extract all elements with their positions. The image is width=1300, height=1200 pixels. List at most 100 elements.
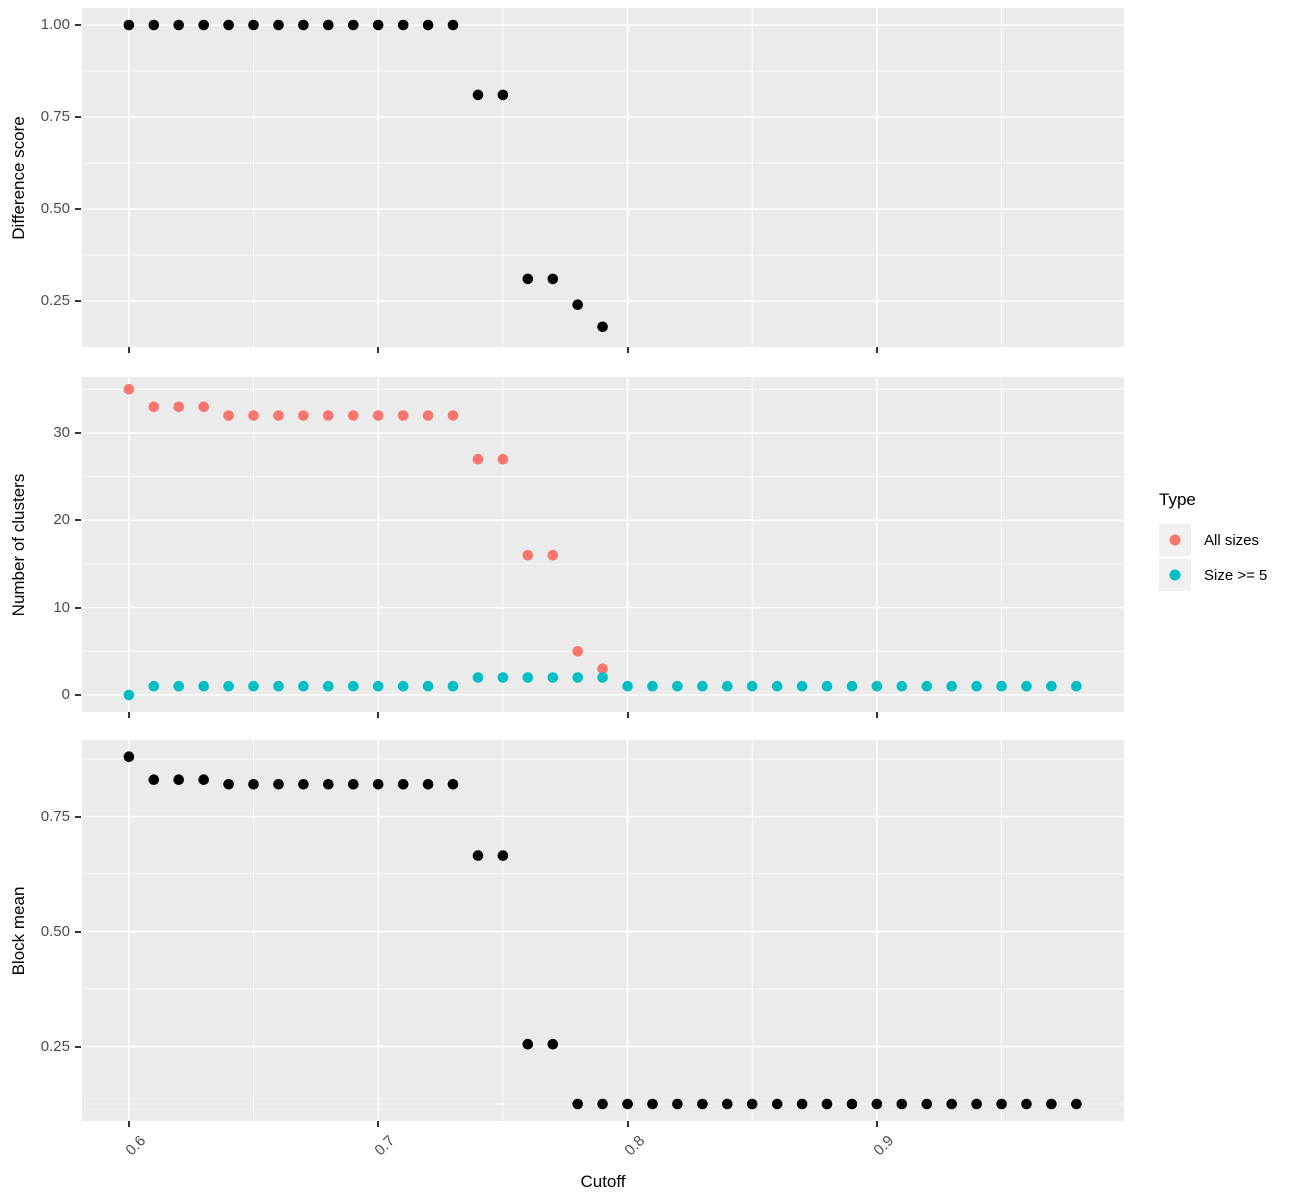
block-mean-point bbox=[622, 1098, 633, 1110]
y-tick-label: 0.75 bbox=[40, 807, 70, 825]
block-mean-point bbox=[348, 779, 359, 790]
size-ge-5-point bbox=[348, 680, 359, 692]
x-axis-title: Cutoff bbox=[580, 1172, 626, 1191]
block-mean-point bbox=[971, 1098, 982, 1110]
difference-score-point bbox=[597, 321, 608, 333]
size-ge-5-point bbox=[722, 680, 733, 692]
block-mean-point bbox=[921, 1098, 933, 1110]
block-mean-point bbox=[597, 1098, 608, 1110]
all-sizes-point bbox=[198, 401, 209, 413]
y-tick-label: 0.75 bbox=[40, 108, 70, 125]
block-mean-point bbox=[572, 1098, 583, 1110]
size-ge-5-point bbox=[771, 680, 783, 692]
all-sizes-point bbox=[572, 646, 583, 657]
block-mean-point bbox=[896, 1098, 908, 1110]
block-mean-point bbox=[796, 1098, 808, 1110]
all-sizes-point bbox=[273, 410, 284, 421]
block-mean-point bbox=[223, 779, 234, 790]
block-mean-point bbox=[447, 779, 459, 790]
y-tick-label: 30 bbox=[53, 424, 70, 441]
size-ge-5-point bbox=[522, 672, 534, 683]
y-tick-label: 0.50 bbox=[40, 922, 70, 940]
difference-score-point bbox=[173, 19, 184, 31]
x-tick-label: 0.7 bbox=[371, 1132, 399, 1160]
all-sizes-point bbox=[447, 410, 459, 421]
difference-score-point bbox=[372, 19, 384, 31]
block-mean-point bbox=[173, 774, 184, 785]
block-mean-point bbox=[871, 1098, 883, 1110]
x-tick-mark bbox=[377, 712, 380, 718]
block-mean-point bbox=[846, 1098, 858, 1110]
size-ge-5-point bbox=[497, 672, 509, 683]
all-sizes-point bbox=[497, 453, 509, 465]
block-mean-point bbox=[996, 1098, 1007, 1110]
block-mean-point bbox=[1071, 1098, 1082, 1110]
difference-score-point bbox=[397, 19, 409, 31]
y-tick-mark bbox=[75, 208, 81, 210]
x-tick-mark bbox=[377, 1121, 380, 1127]
block-mean-point bbox=[372, 779, 384, 790]
block-mean-point bbox=[298, 779, 309, 790]
size-ge-5-point bbox=[422, 680, 434, 692]
legend-label-size-ge-5: Size >= 5 bbox=[1204, 566, 1268, 584]
y-tick-label: 10 bbox=[53, 598, 70, 616]
difference-score-point bbox=[472, 89, 484, 101]
x-tick-mark bbox=[626, 712, 629, 718]
y-tick-mark bbox=[75, 815, 81, 818]
y-tick-mark bbox=[75, 116, 81, 118]
size-ge-5-point bbox=[796, 680, 808, 692]
all-sizes-point bbox=[547, 549, 559, 561]
block-mean-point bbox=[397, 779, 409, 790]
legend: Type All sizes Size >= 5 bbox=[1159, 490, 1267, 594]
size-ge-5-point bbox=[173, 680, 184, 692]
block-mean-point bbox=[497, 850, 509, 861]
block-mean-point bbox=[946, 1098, 957, 1110]
size-ge-5-point bbox=[597, 672, 608, 683]
block-mean-point bbox=[547, 1038, 559, 1050]
block-mean-point bbox=[323, 779, 334, 790]
block-mean-point bbox=[672, 1098, 683, 1110]
difference-score-point bbox=[223, 19, 234, 31]
size-ge-5-point bbox=[298, 680, 309, 692]
block-mean-point bbox=[522, 1038, 534, 1050]
block-mean-point bbox=[198, 774, 209, 785]
size-ge-5-point bbox=[397, 680, 409, 692]
block-mean-point bbox=[771, 1098, 783, 1110]
panel-2-svg bbox=[82, 377, 1124, 712]
size-ge-5-point bbox=[1046, 680, 1057, 692]
size-ge-5-point bbox=[1021, 680, 1032, 692]
legend-key-all-sizes bbox=[1159, 524, 1191, 556]
block-mean-point bbox=[722, 1098, 733, 1110]
x-tick-mark bbox=[875, 712, 878, 718]
x-tick-mark bbox=[626, 1121, 629, 1127]
x-tick-mark bbox=[377, 347, 380, 353]
all-sizes-point bbox=[148, 401, 160, 413]
size-ge-5-point bbox=[472, 672, 484, 683]
y-axis-title-text-2: Number of clusters bbox=[9, 473, 28, 617]
size-ge-5-point bbox=[821, 680, 833, 692]
size-ge-5-point bbox=[746, 680, 758, 692]
y-tick-mark bbox=[75, 300, 81, 302]
difference-score-point bbox=[123, 19, 135, 31]
difference-score-point bbox=[273, 19, 284, 31]
size-ge-5-point bbox=[672, 680, 683, 692]
size-ge-5-point bbox=[871, 680, 883, 692]
panel-1-svg bbox=[82, 8, 1124, 347]
size-ge-5-point bbox=[921, 680, 933, 692]
all-sizes-point bbox=[248, 410, 259, 421]
x-tick-label: 0.6 bbox=[122, 1132, 150, 1160]
y-tick-mark bbox=[75, 606, 81, 609]
legend-label-all-sizes: All sizes bbox=[1204, 531, 1260, 549]
size-ge-5-point bbox=[572, 672, 583, 683]
all-sizes-point bbox=[223, 410, 234, 421]
x-tick-mark bbox=[127, 347, 130, 353]
y-tick-label: 20 bbox=[53, 511, 70, 529]
y-tick-mark bbox=[75, 1045, 81, 1048]
difference-score-point bbox=[422, 19, 434, 31]
size-ge-5-dot-icon bbox=[1169, 569, 1181, 581]
difference-score-point bbox=[348, 19, 359, 31]
block-mean-point bbox=[1046, 1098, 1057, 1110]
all-sizes-point bbox=[298, 410, 309, 421]
size-ge-5-point bbox=[148, 680, 160, 692]
